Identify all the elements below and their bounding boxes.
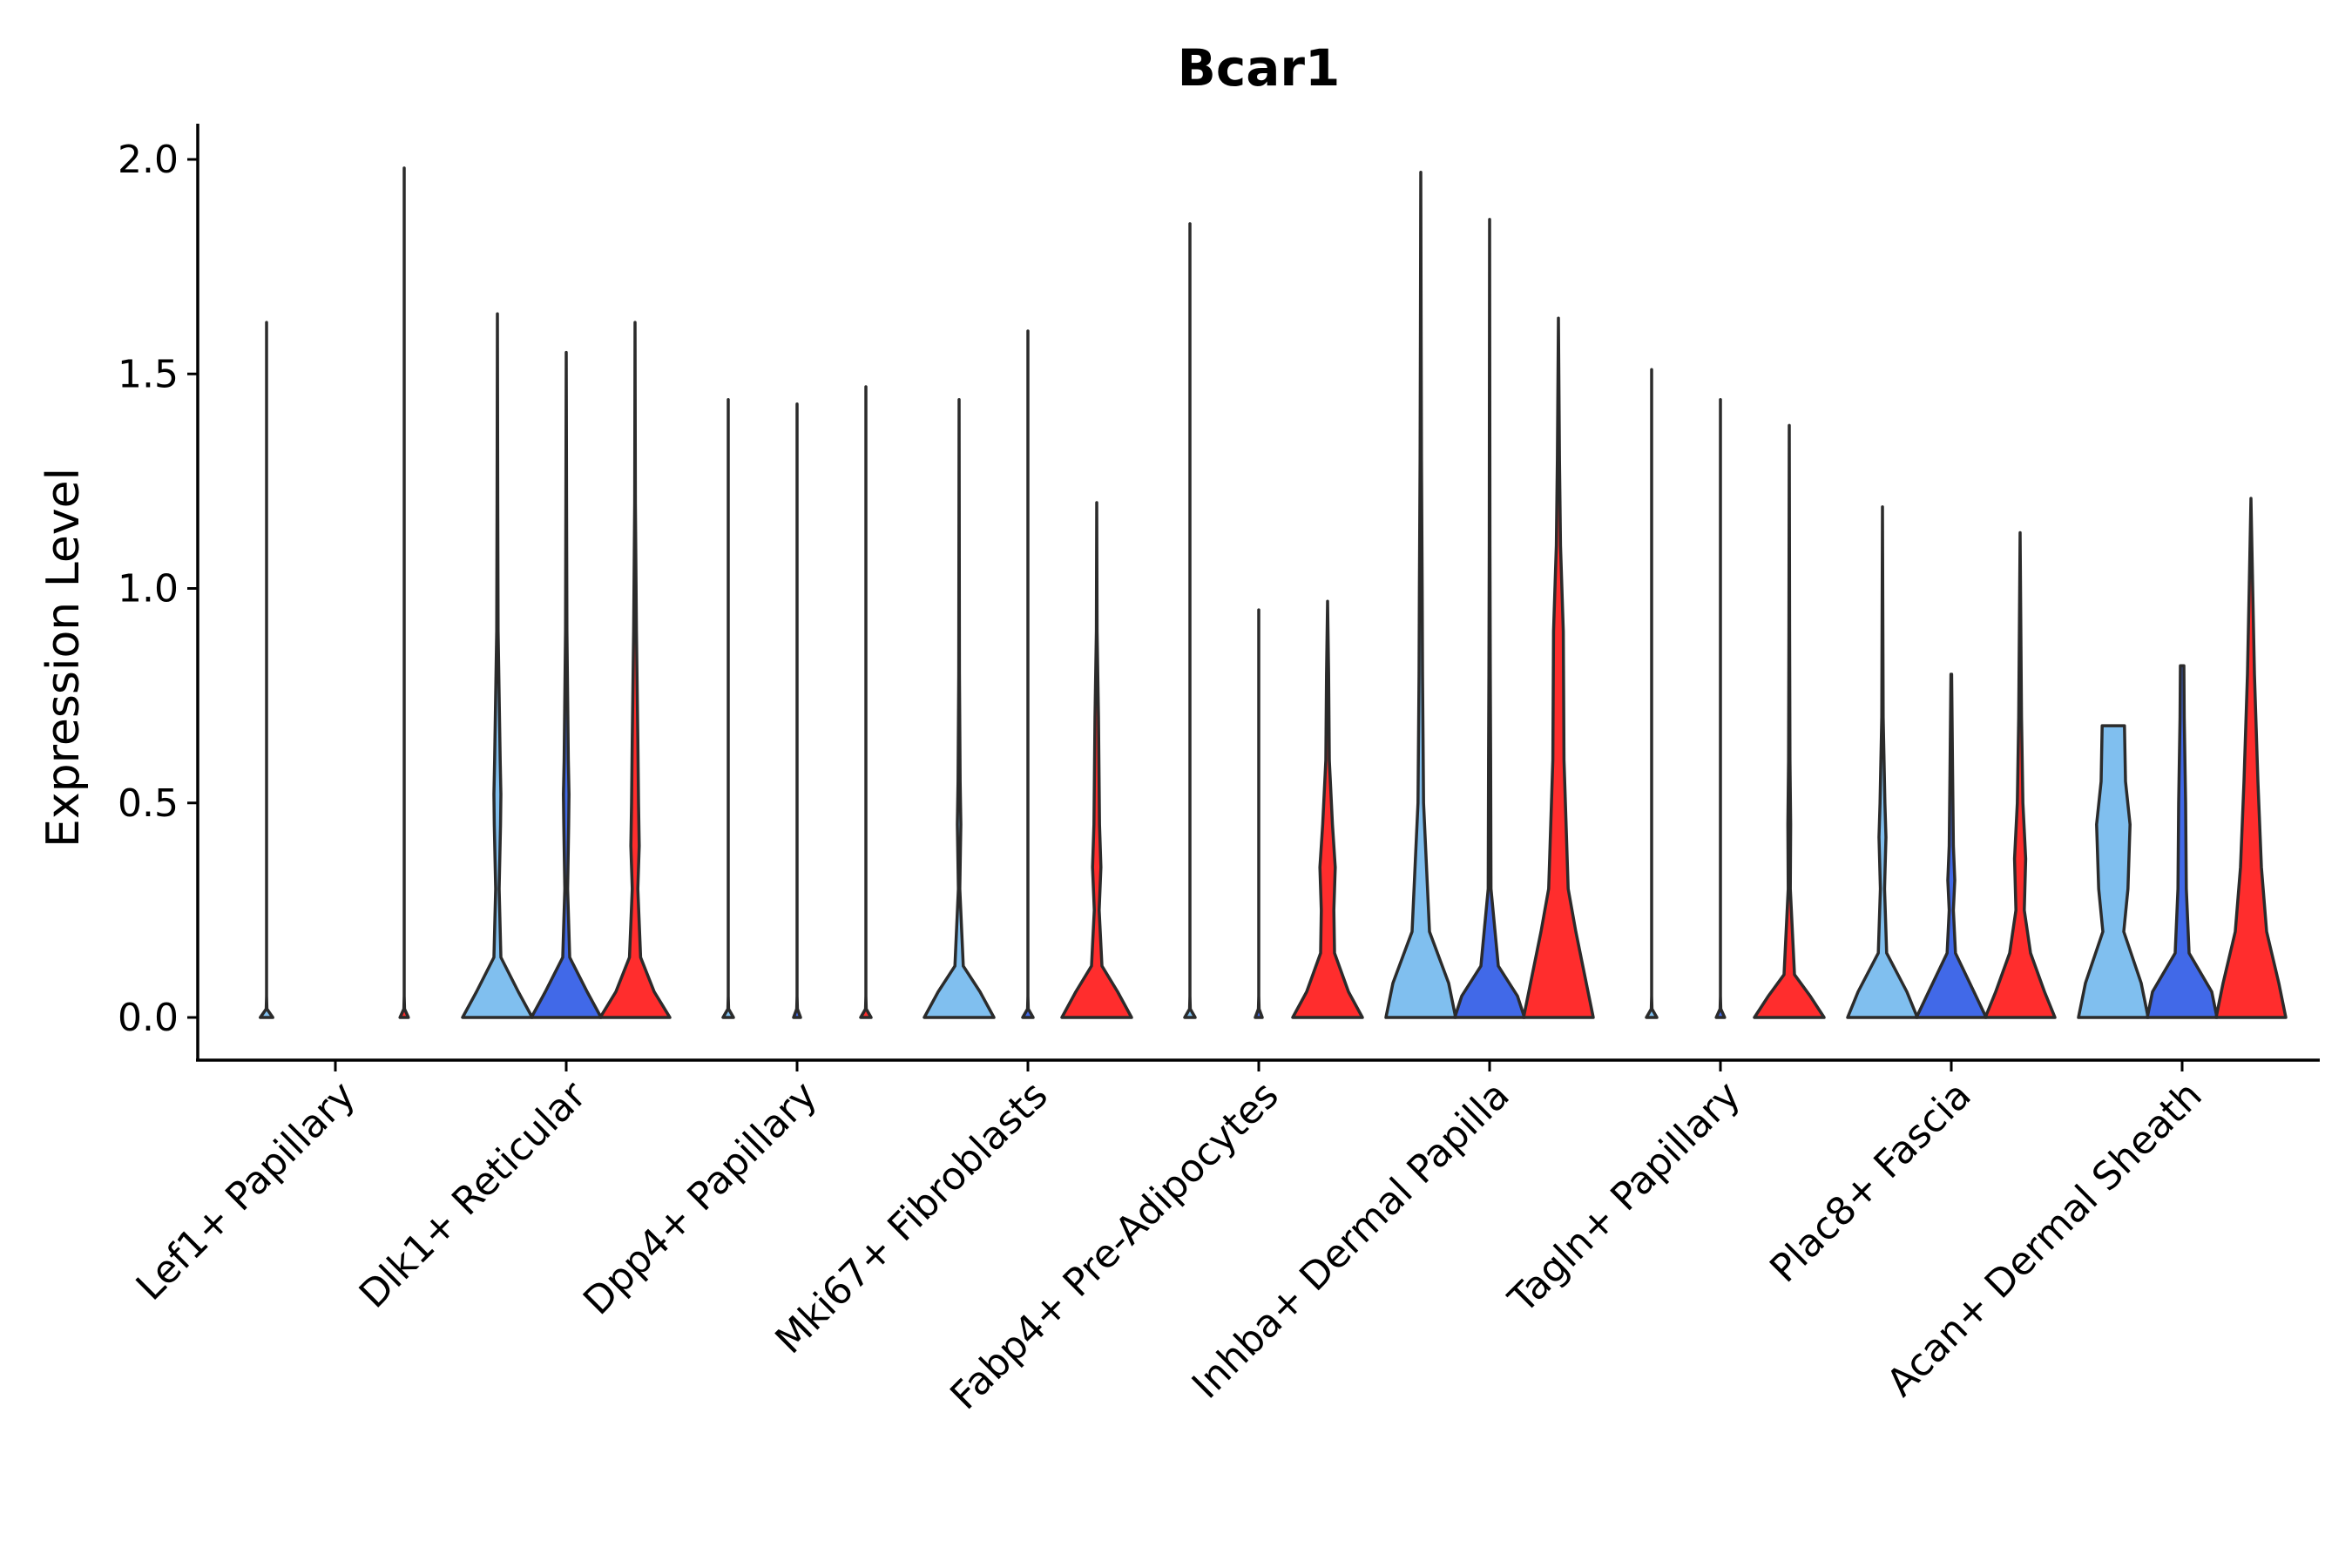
y-axis-ticks: 0.0 0.5 1.0 1.5 2.0 bbox=[118, 138, 198, 1040]
violin-4-3 bbox=[1060, 501, 1133, 1019]
y-tick-label: 2.0 bbox=[118, 138, 179, 182]
violin-9-3 bbox=[2214, 497, 2288, 1019]
violin-6-1 bbox=[1384, 171, 1457, 1019]
violin-2-3 bbox=[598, 321, 672, 1019]
violin-7-3 bbox=[1753, 423, 1826, 1019]
violin-3-1 bbox=[721, 398, 735, 1019]
x-tick-label: Tagln+ Papillary bbox=[1500, 1073, 1749, 1322]
y-tick-label: 1.0 bbox=[118, 567, 179, 612]
violin-1-1 bbox=[259, 321, 274, 1019]
x-tick-label: Dlk1+ Reticular bbox=[351, 1072, 596, 1317]
violin-4-2 bbox=[1021, 329, 1035, 1019]
violin-6-3 bbox=[1522, 316, 1595, 1019]
x-tick-label: Dpp4+ Papillary bbox=[575, 1073, 826, 1324]
y-tick-label: 0.0 bbox=[118, 996, 179, 1040]
violin-1-3 bbox=[398, 166, 410, 1019]
violin-5-1 bbox=[1183, 222, 1197, 1019]
y-axis-label: Expression Level bbox=[37, 468, 90, 848]
violin-6-2 bbox=[1453, 218, 1526, 1019]
violin-3-3 bbox=[859, 385, 873, 1019]
x-tick-label: Plac8+ Fascia bbox=[1761, 1073, 1980, 1292]
y-tick-label: 1.5 bbox=[118, 352, 179, 396]
violin-2-2 bbox=[530, 350, 603, 1019]
violin-9-1 bbox=[2077, 724, 2150, 1019]
violin-5-3 bbox=[1291, 599, 1364, 1019]
chart-title: Bcar1 bbox=[1178, 38, 1341, 98]
violin-8-2 bbox=[1915, 672, 1988, 1019]
violin-group bbox=[259, 166, 2288, 1019]
violin-7-1 bbox=[1645, 368, 1659, 1019]
violin-7-2 bbox=[1714, 398, 1727, 1019]
violin-2-1 bbox=[461, 312, 534, 1019]
violin-3-2 bbox=[792, 402, 802, 1019]
violin-4-1 bbox=[923, 398, 996, 1019]
violin-9-2 bbox=[2146, 664, 2219, 1019]
violin-8-3 bbox=[1984, 531, 2057, 1019]
x-tick-label: Lef1+ Papillary bbox=[128, 1073, 364, 1309]
violin-8-1 bbox=[1846, 505, 1919, 1019]
violin-5-2 bbox=[1254, 608, 1264, 1019]
y-tick-label: 0.5 bbox=[118, 781, 179, 826]
